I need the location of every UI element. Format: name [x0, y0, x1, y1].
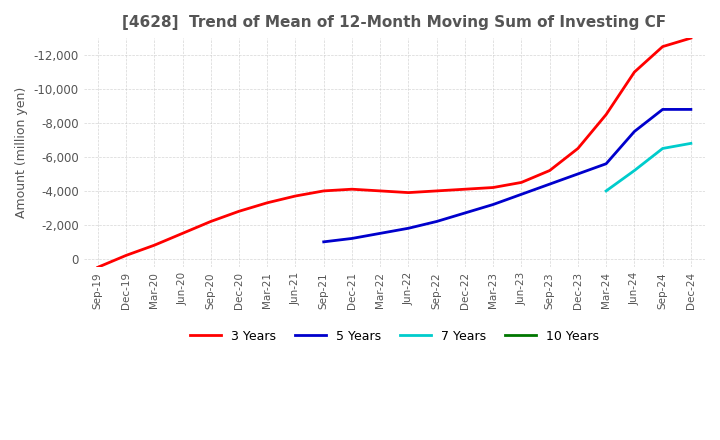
3 Years: [489, 185, 498, 190]
3 Years: [687, 36, 696, 41]
3 Years: [207, 219, 215, 224]
3 Years: [574, 146, 582, 151]
3 Years: [122, 253, 130, 258]
3 Years: [376, 188, 384, 194]
3 Years: [178, 231, 186, 236]
7 Years: [687, 141, 696, 146]
3 Years: [630, 70, 639, 75]
3 Years: [404, 190, 413, 195]
3 Years: [461, 187, 469, 192]
3 Years: [517, 180, 526, 185]
5 Years: [433, 219, 441, 224]
5 Years: [630, 129, 639, 134]
5 Years: [348, 236, 356, 241]
Y-axis label: Amount (million yen): Amount (million yen): [15, 87, 28, 218]
5 Years: [517, 192, 526, 197]
5 Years: [489, 202, 498, 207]
3 Years: [433, 188, 441, 194]
Line: 7 Years: 7 Years: [606, 143, 691, 191]
3 Years: [320, 188, 328, 194]
5 Years: [320, 239, 328, 245]
5 Years: [376, 231, 384, 236]
3 Years: [291, 193, 300, 198]
5 Years: [545, 181, 554, 187]
5 Years: [461, 210, 469, 216]
Line: 5 Years: 5 Years: [324, 110, 691, 242]
5 Years: [658, 107, 667, 112]
7 Years: [630, 168, 639, 173]
3 Years: [348, 187, 356, 192]
3 Years: [602, 112, 611, 117]
3 Years: [150, 242, 158, 248]
5 Years: [574, 171, 582, 176]
7 Years: [602, 188, 611, 194]
3 Years: [545, 168, 554, 173]
3 Years: [235, 209, 243, 214]
Title: [4628]  Trend of Mean of 12-Month Moving Sum of Investing CF: [4628] Trend of Mean of 12-Month Moving …: [122, 15, 667, 30]
3 Years: [94, 265, 102, 270]
5 Years: [687, 107, 696, 112]
5 Years: [404, 226, 413, 231]
3 Years: [658, 44, 667, 49]
Line: 3 Years: 3 Years: [98, 38, 691, 268]
Legend: 3 Years, 5 Years, 7 Years, 10 Years: 3 Years, 5 Years, 7 Years, 10 Years: [184, 325, 604, 348]
5 Years: [602, 161, 611, 166]
3 Years: [263, 200, 271, 205]
7 Years: [658, 146, 667, 151]
